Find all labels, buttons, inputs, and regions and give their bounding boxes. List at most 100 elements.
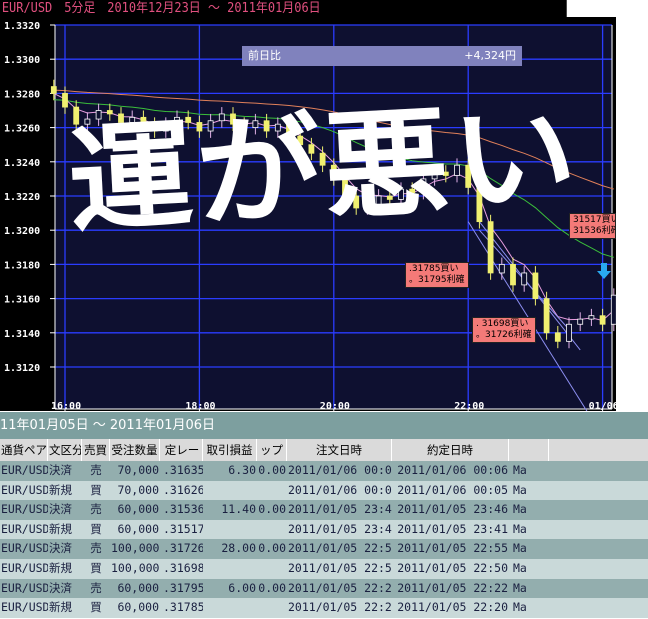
candle xyxy=(342,178,348,197)
candle xyxy=(330,164,337,180)
table-cell: 2011/01/05 23:41 xyxy=(288,521,392,536)
table-cell: 新規 xyxy=(49,600,72,615)
table-cell: .31635 xyxy=(163,463,203,477)
table-cell: Ma xyxy=(513,482,527,497)
candle xyxy=(263,120,270,132)
table-cell: EUR/USD xyxy=(1,521,48,536)
candle xyxy=(207,120,214,132)
table-row[interactable]: EUR/USD 新規 買 100,000.31698 2011/01/05 22:50 2… xyxy=(0,558,648,579)
y-tick-label: 1.3320 xyxy=(4,21,40,32)
candle xyxy=(610,294,616,325)
x-tick-label: 16:00 xyxy=(51,401,81,411)
table-cell: 2011/01/06 00:05 xyxy=(397,482,508,497)
y-tick-label: 1.3240 xyxy=(4,158,40,169)
candle xyxy=(286,123,292,137)
table-cell: .31726 xyxy=(163,541,203,556)
table-cell: .31536 xyxy=(163,502,203,517)
x-tick-label: 01/06 xyxy=(589,401,616,411)
table-row[interactable]: EUR/USD 決済売 100,000.31726 28.00 0.00 2011/01/… xyxy=(0,539,648,559)
candle xyxy=(409,188,416,193)
price-chart[interactable]: 1.3320 1.3300 1.3280 1.3260 1.3240 1.3220 1.32… xyxy=(0,17,616,411)
table-cell: 新規 xyxy=(49,560,72,575)
candle xyxy=(118,113,124,123)
column-header[interactable]: 文区分 xyxy=(48,439,82,461)
table-cell xyxy=(203,559,257,579)
candle xyxy=(95,110,102,120)
table-cell: 買 xyxy=(90,560,102,575)
ma-long-line xyxy=(53,89,614,190)
y-tick-label: 1.3260 xyxy=(4,124,40,135)
table-row[interactable]: EUR/USD 新規 買 60,000 .31785 2011/01/05 22:20 20… xyxy=(0,598,648,618)
column-header[interactable]: ップ xyxy=(257,439,287,461)
table-cell: 新規 xyxy=(49,521,72,536)
column-header[interactable]: 売買 xyxy=(82,439,110,461)
candle xyxy=(510,263,516,286)
candle xyxy=(577,318,584,325)
table-cell: 2011/01/05 22:55 xyxy=(397,541,508,556)
table-cell: 60,000 xyxy=(117,502,159,517)
table-cell: 0.00 xyxy=(258,580,286,595)
table-cell: Ma xyxy=(513,560,527,575)
day-compare-panel: 前日比 +4,324円 xyxy=(242,46,522,66)
candle xyxy=(140,116,147,125)
candle xyxy=(196,122,203,132)
candle xyxy=(386,195,393,200)
candle xyxy=(50,86,57,94)
candle xyxy=(487,221,494,274)
table-cell: Ma xyxy=(513,600,527,615)
table-cell: Ma xyxy=(513,580,527,595)
table-row[interactable]: EUR/USD 決済売 60,000.31536 11.40 0.00 2011/01/0… xyxy=(0,500,648,520)
table-cell: 2011/01/05 22:20 xyxy=(397,600,508,615)
candle xyxy=(230,113,236,125)
table-cell: EUR/USD xyxy=(1,600,48,615)
table-cell: Ma xyxy=(513,463,527,477)
trade-history-table: 通貨ペア 文区分 売買 受注数量 定レー 取引損益 ップ 注文日時 約定日時 EUR/USD 決済… xyxy=(0,439,648,618)
column-header[interactable]: 受注数量 xyxy=(110,439,160,461)
y-tick-label: 1.3300 xyxy=(4,55,40,66)
table-cell: 70,000 xyxy=(117,463,159,477)
candle xyxy=(84,118,91,125)
table-row[interactable]: EUR/USD 新規 買 70,000 .31626 2011/01/06 00:05 20… xyxy=(0,480,648,501)
candle xyxy=(554,332,561,342)
table-row[interactable]: EUR/USD 決済売 60,000.31795 6.00 0.00 2011/01/05… xyxy=(0,578,648,599)
table-cell: 売 xyxy=(90,580,102,595)
trade-callout-3: 31517買い 31536利確 xyxy=(569,213,616,239)
column-header[interactable]: 通貨ペア xyxy=(0,439,48,461)
table-cell: 2011/01/06 00:05 xyxy=(288,482,392,497)
table-cell: 2011/01/05 22:50 xyxy=(288,560,392,575)
table-cell: 決済 xyxy=(49,580,72,595)
table-cell: 0.00 xyxy=(258,463,286,477)
table-row[interactable]: EUR/USD 新規 買 60,000 .31517 2011/01/05 23:41 20… xyxy=(0,519,648,540)
table-cell xyxy=(203,520,257,540)
candle xyxy=(465,164,472,188)
table-cell: 60,000 xyxy=(117,600,159,615)
table-cell: 2011/01/05 23:46 xyxy=(288,502,392,517)
table-cell: 6.30 xyxy=(228,463,256,477)
table-cell: 買 xyxy=(90,600,102,615)
column-header[interactable] xyxy=(509,439,549,461)
table-cell: 2011/01/05 22:20 xyxy=(288,600,392,615)
table-cell: EUR/USD xyxy=(1,502,48,517)
column-header[interactable]: 約定日時 xyxy=(392,439,509,461)
candle xyxy=(364,204,371,209)
table-row[interactable]: EUR/USD 決済売 70,000.31635 6.30 0.00 2011/01/06… xyxy=(0,461,648,481)
table-cell: 売 xyxy=(90,463,102,477)
table-cell: 0.00 xyxy=(258,541,286,556)
table-cell: 新規 xyxy=(49,482,72,497)
table-cell: 100,000 xyxy=(111,560,160,575)
candle xyxy=(62,93,68,108)
table-cell: .31795 xyxy=(163,580,203,595)
column-header[interactable]: 定レー xyxy=(160,439,203,461)
candle xyxy=(274,123,281,132)
candle xyxy=(375,195,382,205)
column-header[interactable]: 注文日時 xyxy=(287,439,392,461)
candle xyxy=(498,263,505,274)
table-cell: 28.00 xyxy=(221,541,256,556)
candle xyxy=(599,315,606,325)
table-cell: Ma xyxy=(513,521,527,536)
table-cell: 2011/01/06 00:06 xyxy=(288,463,392,477)
column-header[interactable]: 取引損益 xyxy=(203,439,257,461)
table-cell: 60,000 xyxy=(117,521,159,536)
table-cell: EUR/USD xyxy=(1,463,48,477)
table-cell: 70,000 xyxy=(117,482,159,497)
